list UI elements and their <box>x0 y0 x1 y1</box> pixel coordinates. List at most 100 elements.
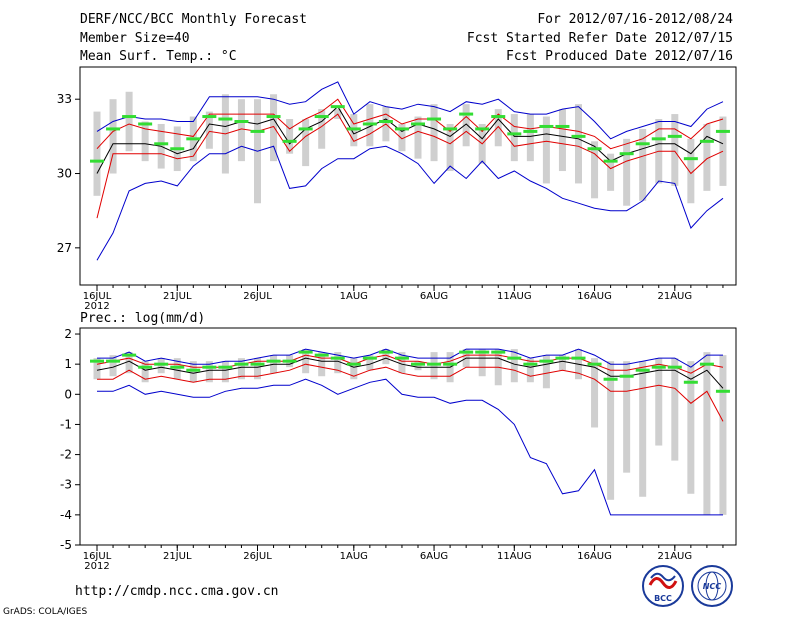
plot-frame <box>79 327 737 546</box>
spread-bar <box>270 94 278 162</box>
x-tick-label: 16AUG <box>577 551 612 562</box>
x-tick-label: 16JUL <box>83 551 112 562</box>
figure-title: DERF/NCC/BCC Monthly Forecast <box>80 12 307 27</box>
spread-bar <box>430 352 438 380</box>
x-tick-label: 26JUL <box>243 551 272 562</box>
spread-bar <box>542 355 550 389</box>
series-line-max <box>96 81 724 140</box>
x-tick-label: 6AUG <box>420 551 448 562</box>
spread-bar <box>286 119 294 154</box>
x-tick-label: 16AUG <box>577 291 612 302</box>
spread-bar <box>173 358 181 380</box>
spread-bar <box>414 116 422 159</box>
spread-bar <box>591 358 599 428</box>
spread-bar <box>93 358 101 380</box>
y-tick-label: 2 <box>64 327 72 341</box>
spread-bar <box>430 104 438 162</box>
spread-bar <box>398 123 406 152</box>
spread-bar <box>703 352 711 515</box>
spread-bar <box>639 128 647 201</box>
spread-bar <box>221 361 229 383</box>
spread-bar <box>671 114 679 186</box>
series-line-p90 <box>96 98 724 150</box>
bcc-logo-text: BCC <box>654 594 672 603</box>
spread-bar <box>510 349 518 383</box>
spread-bar <box>558 109 566 172</box>
spread-bar <box>189 361 197 383</box>
spread-bar <box>575 104 582 184</box>
spread-bar <box>703 123 711 191</box>
spread-bar <box>687 361 695 494</box>
variable-label: Mean Surf. Temp.: °C <box>80 49 237 64</box>
spread-bar <box>334 352 342 374</box>
spread-bar <box>671 358 679 461</box>
spread-bar <box>350 358 358 380</box>
spread-bar <box>237 99 245 162</box>
spread-bar <box>205 111 213 149</box>
precip-panel-title: Prec.: log(mm/d) <box>80 311 205 326</box>
ncc-logo-meridian <box>705 571 719 601</box>
spread-bar <box>607 361 615 500</box>
spread-bar <box>237 358 245 380</box>
spread-bar <box>157 358 165 374</box>
spread-bar <box>205 361 213 383</box>
member-size: Member Size=40 <box>80 31 190 46</box>
spread-bar <box>398 352 406 374</box>
x-tick-label: 26JUL <box>243 291 272 302</box>
x-tick-label: 1AUG <box>340 291 368 302</box>
spread-bar <box>591 141 599 199</box>
x-tick-label: 11AUG <box>497 291 532 302</box>
y-tick-label: -2 <box>60 448 72 462</box>
series-line-min <box>96 145 724 261</box>
series-line-mean <box>96 105 724 174</box>
series-line-mean <box>96 357 724 389</box>
spread-bar <box>719 355 727 515</box>
ncc-logo: NCC <box>691 565 733 607</box>
spread-bar <box>125 91 133 152</box>
spread-bar <box>623 138 631 206</box>
spread-bar <box>318 352 326 377</box>
y-tick-label: -3 <box>60 478 72 492</box>
spread-bar <box>526 358 534 383</box>
x-tick-label: 1AUG <box>340 551 368 562</box>
series-line-max <box>97 348 723 368</box>
started-refer-date: Fcst Started Refer Date 2012/07/15 <box>467 31 733 46</box>
y-tick-label: 30 <box>57 167 72 181</box>
spread-bar <box>125 352 133 374</box>
spread-bar <box>141 121 149 162</box>
y-tick-label: -5 <box>60 538 72 552</box>
x-tick-label: 11AUG <box>497 551 532 562</box>
spread-bar <box>478 349 486 377</box>
x-tick-label: 21JUL <box>163 291 192 302</box>
y-tick-label: 1 <box>64 357 72 371</box>
x-tick-label: 16JUL <box>83 291 112 302</box>
spread-bar <box>254 358 261 380</box>
bcc-logo-wave <box>648 577 678 589</box>
spread-bar <box>542 116 550 184</box>
spread-bar <box>446 123 454 172</box>
x-tick-label: 21AUG <box>657 551 692 562</box>
spread-bar <box>366 355 374 371</box>
forecast-period: For 2012/07/16-2012/08/24 <box>537 12 733 27</box>
spread-bar <box>93 111 101 196</box>
spread-bar <box>302 349 310 374</box>
y-tick-label: 0 <box>64 387 72 401</box>
ncc-logo-text: NCC <box>703 582 722 591</box>
series-line-p90 <box>96 354 724 374</box>
spread-bar <box>655 358 663 446</box>
series-line-p10 <box>97 363 724 422</box>
bcc-logo: BCC <box>642 565 684 607</box>
spread-bar <box>302 119 310 167</box>
spread-bar <box>494 109 502 147</box>
series-line-p10 <box>96 113 724 219</box>
spread-bar <box>526 114 534 162</box>
produced-date: Fcst Produced Date 2012/07/16 <box>506 49 733 64</box>
bcc-logo-swirl <box>650 572 676 582</box>
x-tick-year: 2012 <box>84 561 109 572</box>
spread-bar <box>414 361 422 371</box>
source-url[interactable]: http://cmdp.ncc.cma.gov.cn <box>75 584 279 599</box>
spread-bar <box>607 153 615 191</box>
series-line-min <box>97 378 723 516</box>
